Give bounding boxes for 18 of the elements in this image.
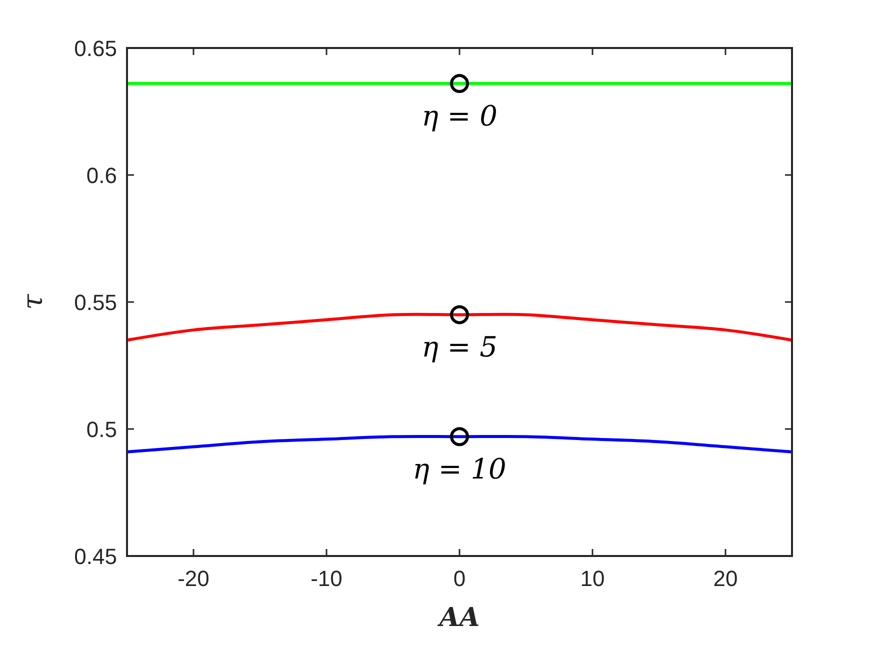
point [450, 74, 469, 94]
x-axis-title: AA [436, 603, 480, 633]
annotation: η = 10 [412, 452, 506, 486]
annotation: η = 5 [422, 330, 498, 364]
y-tick-label: 0.6 [86, 163, 117, 188]
y-tick-label: 0.55 [74, 290, 117, 315]
x-tick-label: -20 [178, 566, 210, 591]
point [450, 427, 469, 446]
x-tick-label: 0 [453, 566, 466, 591]
x-tick-label: 10 [580, 566, 605, 591]
y-tick-label: 0.65 [74, 36, 117, 61]
y-tick-label: 0.5 [86, 417, 117, 442]
point [450, 305, 469, 324]
x-tick-label: 20 [713, 566, 738, 591]
annotation: η = 0 [422, 100, 498, 133]
y-axis-title: τ [16, 294, 49, 310]
y-tick-label: 0.45 [74, 544, 117, 569]
x-tick-label: -10 [310, 566, 342, 591]
